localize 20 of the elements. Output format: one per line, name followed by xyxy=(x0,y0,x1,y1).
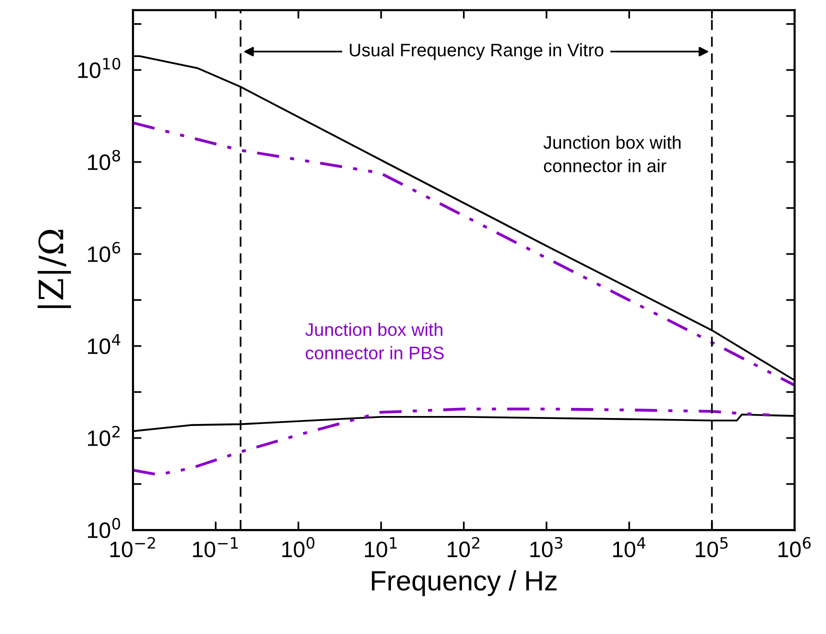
y-tick-label: 10$^{4}$ xyxy=(88,334,120,354)
text: Junction box with connector in PBS xyxy=(305,322,444,360)
x-tick-label: 10$^{4}$ xyxy=(613,537,646,558)
x-tick-label: 10$^{2}$ xyxy=(448,537,480,558)
x-tick-label: 10$^{3}$ xyxy=(530,537,562,558)
text: Junction box with connector in air xyxy=(543,136,681,172)
x-tick-label: 10$^{6}$ xyxy=(778,537,811,558)
y-tick-label: 10$^{8}$ xyxy=(88,150,120,170)
y-axis-title: |Z|/Ω xyxy=(38,230,71,308)
annotation: Usual Frequency Range in Vitro xyxy=(350,43,604,60)
x-tick-label: 10$^{−2}$ xyxy=(110,537,155,558)
x-tick-label: 10$^{−1}$ xyxy=(193,537,238,558)
y-tick-label: 10$^{6}$ xyxy=(88,242,120,262)
x-tick-label: 10$^{1}$ xyxy=(365,537,397,558)
x-tick-label: 10$^{5}$ xyxy=(696,537,728,558)
y-tick-label: 10$^{0}$ xyxy=(88,518,120,538)
x-axis-title: Frequency / Hz xyxy=(372,570,557,596)
x-tick-label: 10$^{0}$ xyxy=(282,537,314,558)
y-tick-label: 10$^{2}$ xyxy=(88,426,120,446)
y-tick-label: 10$^{10}$ xyxy=(78,58,120,78)
